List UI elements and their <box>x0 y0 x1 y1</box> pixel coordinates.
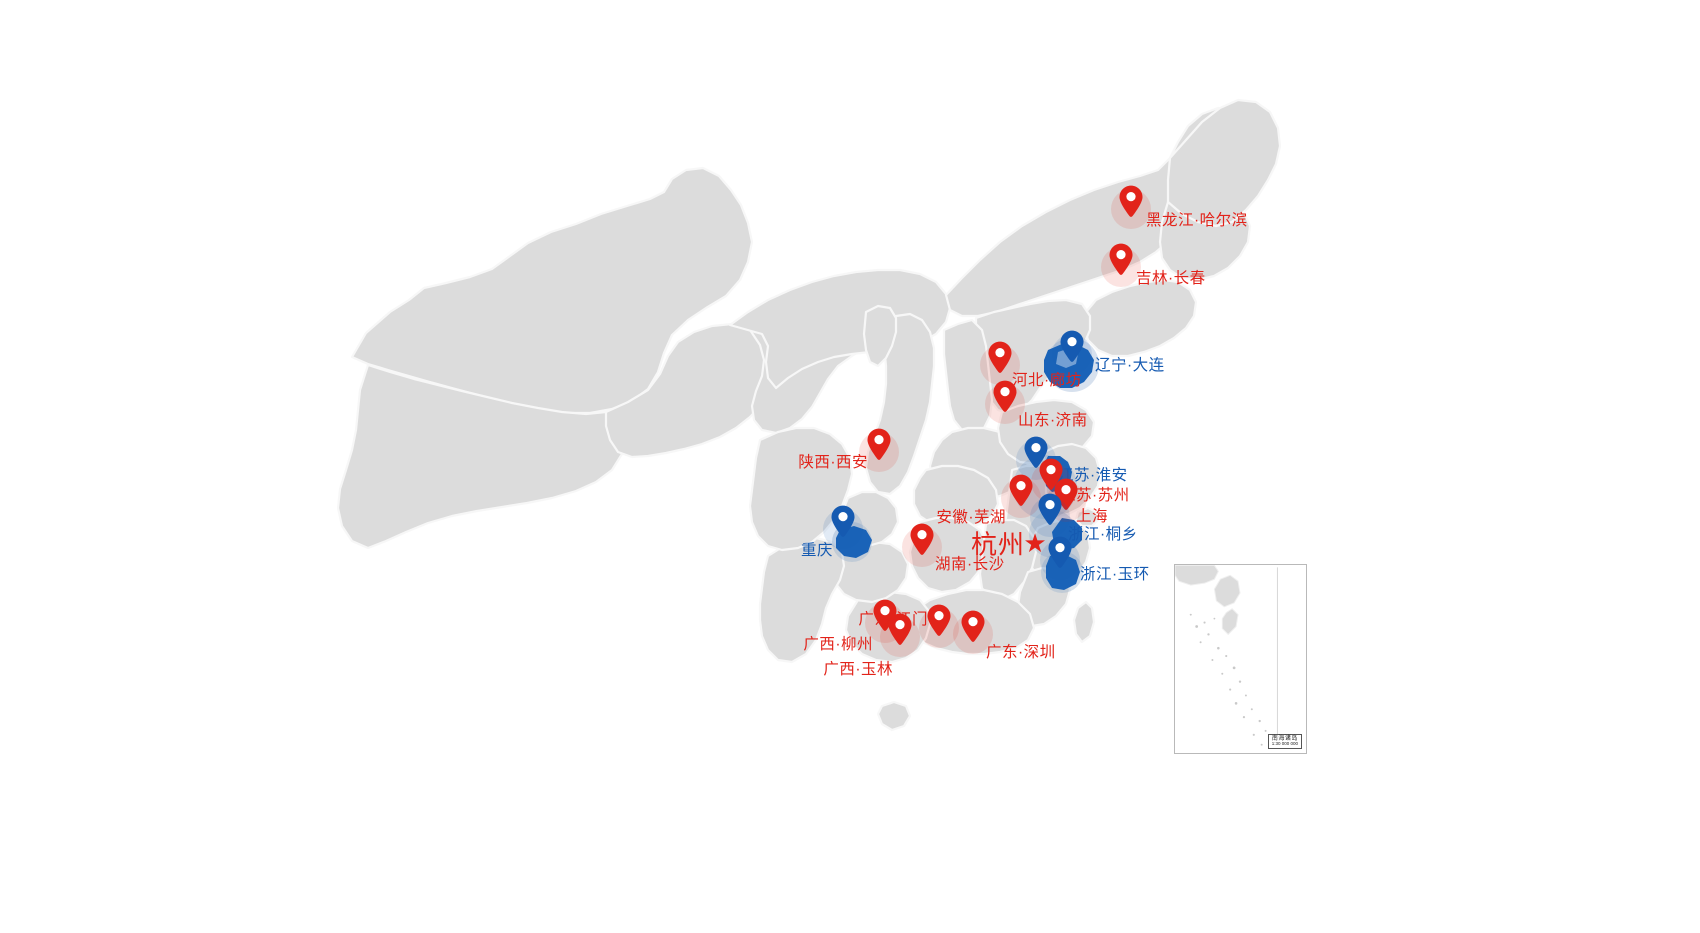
map-label-桐乡: 浙江·桐乡 <box>1068 526 1138 543</box>
location-pin-icon <box>1023 436 1049 470</box>
map-label-芜湖: 安徽·芜湖 <box>936 509 1006 526</box>
map-pin-玉环[interactable] <box>1040 536 1080 580</box>
map-pin-长沙[interactable] <box>902 523 942 567</box>
map-label-重庆: 重庆 <box>800 542 833 559</box>
location-pin-icon <box>830 505 856 539</box>
map-label-淮安: 江苏·淮安 <box>1058 467 1128 484</box>
map-label-玉林: 广西·玉林 <box>823 661 893 678</box>
location-pin-icon <box>887 613 913 647</box>
location-pin-icon <box>1008 474 1034 508</box>
map-label-玉环: 浙江·玉环 <box>1080 566 1150 583</box>
map-pin-深圳[interactable] <box>953 610 993 654</box>
location-pin-icon <box>1118 185 1144 219</box>
map-label-济南: 山东·济南 <box>1018 412 1088 429</box>
location-pin-icon <box>1037 493 1063 527</box>
map-pin-长春[interactable] <box>1101 243 1141 287</box>
inset-scale-ratio: 1:30 000 000 <box>1271 741 1298 747</box>
map-label-长春: 吉林·长春 <box>1136 270 1206 287</box>
map-pin-江门[interactable] <box>919 604 959 648</box>
location-pin-icon <box>1108 243 1134 277</box>
location-pin-icon <box>1038 458 1064 492</box>
map-label-上海: 上海 <box>1076 508 1109 525</box>
map-pin-大连[interactable] <box>1052 330 1092 374</box>
map-pin-廊坊[interactable] <box>980 341 1020 385</box>
map-pin-重庆[interactable] <box>823 505 863 549</box>
map-label-长沙: 湖南·长沙 <box>935 556 1005 573</box>
home-star-icon: ★ <box>1023 528 1047 558</box>
map-pin-玉林[interactable] <box>880 613 920 657</box>
map-pin-济南[interactable] <box>985 380 1025 424</box>
map-pin-哈尔滨[interactable] <box>1111 185 1151 229</box>
location-pin-icon <box>992 380 1018 414</box>
map-label-深圳: 广东·深圳 <box>986 644 1056 661</box>
south-china-sea-inset: 南海诸岛 1:30 000 000 <box>1174 564 1307 754</box>
map-label-大连: 辽宁·大连 <box>1095 357 1165 374</box>
location-pin-icon <box>987 341 1013 375</box>
location-pin-icon <box>926 604 952 638</box>
map-pin-西安[interactable] <box>859 428 899 472</box>
location-pin-icon <box>909 523 935 557</box>
map-label-西安: 陕西·西安 <box>798 454 868 471</box>
inset-scale-title: 南海诸岛 <box>1271 735 1298 742</box>
map-label-廊坊: 河北·廊坊 <box>1012 372 1082 389</box>
location-pin-icon <box>960 610 986 644</box>
location-pin-icon <box>1047 536 1073 570</box>
map-pin-桐乡[interactable] <box>1030 493 1070 537</box>
map-label-哈尔滨: 黑龙江·哈尔滨 <box>1146 212 1248 229</box>
home-city-label: 杭州 <box>970 529 1025 560</box>
map-label-柳州: 广西·柳州 <box>803 636 873 653</box>
inset-scale-bar: 南海诸岛 1:30 000 000 <box>1267 733 1302 749</box>
location-pin-icon <box>1059 330 1085 364</box>
location-pin-icon <box>866 428 892 462</box>
map-pin-芜湖[interactable] <box>1001 474 1041 518</box>
